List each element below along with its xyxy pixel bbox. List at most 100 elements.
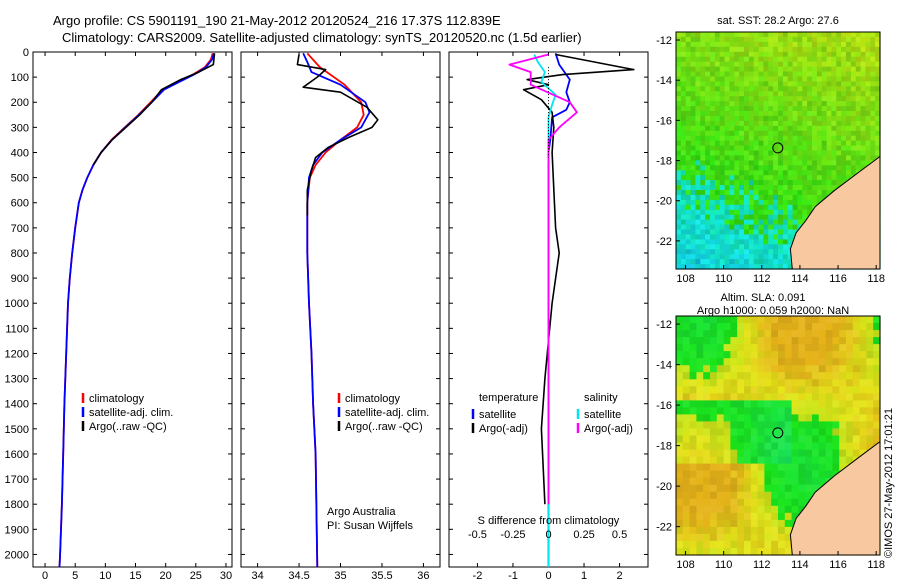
heatmap-cell [690, 194, 697, 201]
heatmap-cell [839, 456, 847, 465]
heatmap-cell [723, 386, 731, 394]
heatmap-cell [768, 81, 774, 87]
heatmap-cell [832, 421, 840, 429]
heatmap-cell [700, 135, 706, 142]
heatmap-cell [773, 41, 779, 48]
heatmap-cell [831, 145, 837, 152]
heatmap-cell [758, 185, 765, 191]
heatmap-cell [695, 96, 701, 102]
heatmap-cell [825, 316, 833, 324]
credit-annotation: Argo Australia [327, 506, 396, 518]
legend-label: Argo(..raw -QC) [89, 421, 167, 433]
heatmap-cell [816, 56, 823, 63]
heatmap-cell [792, 229, 799, 235]
heatmap-cell [734, 36, 740, 43]
heatmap-cell [716, 351, 725, 359]
heatmap-cell [865, 106, 871, 112]
heatmap-cell [758, 165, 765, 171]
heatmap-cell [778, 393, 786, 401]
y-tick-label: -16 [656, 115, 672, 127]
heatmap-cell [802, 101, 808, 107]
y-tick-label: -12 [656, 35, 672, 47]
heatmap-cell [826, 155, 833, 161]
heatmap-cell [710, 456, 718, 465]
heatmap-cell [716, 330, 725, 338]
heatmap-cell [797, 101, 803, 107]
heatmap-cell [821, 61, 828, 68]
heatmap-cell [700, 86, 706, 92]
heatmap-cell [768, 244, 774, 250]
heatmap-cell [753, 101, 760, 107]
heatmap-cell [782, 111, 789, 117]
heatmap-cell [710, 155, 716, 161]
heatmap-cell [850, 106, 857, 112]
heatmap-cell [846, 111, 852, 117]
heatmap-cell [744, 414, 752, 422]
heatmap-cell [865, 145, 871, 152]
heatmap-cell [826, 111, 833, 117]
heatmap-cell [846, 81, 852, 87]
heatmap-cell [773, 36, 779, 43]
heatmap-cell [778, 330, 786, 338]
heatmap-cell [737, 449, 745, 458]
heatmap-cell [753, 155, 760, 161]
heatmap-cell [821, 71, 828, 77]
x-tick-label: 112 [753, 273, 771, 285]
heatmap-cell [696, 484, 704, 493]
heatmap-cell [852, 372, 861, 380]
heatmap-cell [744, 229, 750, 235]
heatmap-cell [798, 358, 806, 366]
heatmap-cell [787, 140, 794, 147]
heatmap-cell [703, 505, 711, 514]
heatmap-cell [750, 548, 759, 556]
heatmap-cell [773, 165, 779, 171]
heatmap-cell [695, 259, 701, 265]
heatmap-cell [753, 239, 760, 245]
heatmap-cell [787, 71, 794, 77]
heatmap-cell [710, 540, 718, 549]
heatmap-cell [729, 249, 735, 255]
heatmap-cell [852, 337, 861, 345]
heatmap-cell [744, 125, 750, 132]
heatmap-cell [764, 442, 772, 451]
heatmap-cell [739, 106, 745, 112]
heatmap-cell [865, 135, 871, 142]
heatmap-cell [773, 180, 779, 186]
heatmap-cell [773, 194, 779, 201]
heatmap-cell [807, 125, 813, 132]
heatmap-cell [696, 358, 704, 366]
heatmap-cell [744, 209, 750, 216]
heatmap-cell [821, 46, 828, 53]
heatmap-cell [750, 449, 759, 458]
heatmap-cell [696, 477, 704, 486]
heatmap-cell [832, 330, 840, 338]
heatmap-cell [695, 56, 701, 63]
heatmap-cell [846, 414, 854, 422]
heatmap-cell [859, 379, 867, 387]
heatmap-cell [744, 470, 752, 479]
heatmap-cell [680, 135, 687, 142]
heatmap-cell [758, 214, 765, 221]
y-tick-label: 900 [11, 273, 29, 285]
legend-label: satellite [584, 409, 621, 421]
heatmap-cell [836, 61, 842, 68]
heatmap-cell [812, 400, 820, 408]
heatmap-cell [748, 204, 755, 211]
heatmap-cell [739, 61, 745, 68]
heatmap-cell [682, 344, 691, 352]
heatmap-cell [768, 155, 774, 161]
heatmap-cell [787, 199, 794, 206]
heatmap-cell [805, 372, 813, 380]
heatmap-cell [768, 111, 774, 117]
heatmap-cell [860, 160, 867, 166]
heatmap-cell [676, 150, 682, 156]
heatmap-cell [730, 477, 738, 486]
heatmap-cell [825, 323, 833, 331]
heatmap-cell [676, 344, 684, 352]
heatmap-cell [846, 130, 852, 137]
heatmap-cell [852, 435, 861, 444]
heatmap-cell [816, 76, 823, 82]
heatmap-cell [729, 111, 735, 117]
heatmap-cell [753, 259, 760, 265]
heatmap-cell [757, 428, 765, 437]
